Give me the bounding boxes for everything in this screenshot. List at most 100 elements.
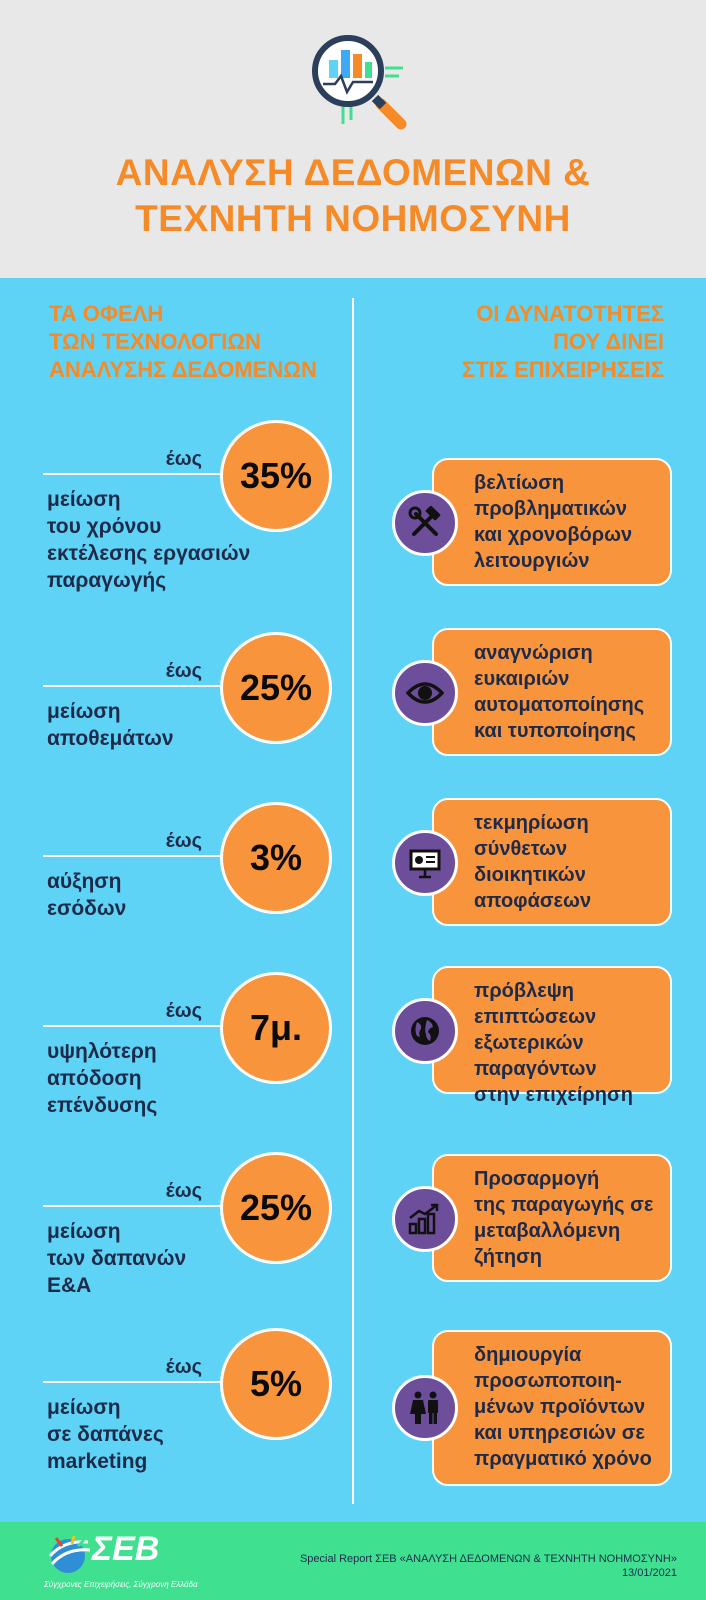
benefit-description: αύξηση εσόδων [47,868,297,922]
report-reference: Special Report ΣΕΒ «ΑΝΑΛΥΣΗ ΔΕΔΟΜΕΝΩΝ & … [300,1552,677,1580]
desc-line: αποθεμάτων [47,727,174,750]
heading-line: ΤΑ ΟΦΕΛΗ [49,301,164,326]
benefit-description: μείωση σε δαπάνες marketing [47,1394,297,1475]
capability-line: στην επιχείρηση [474,1084,633,1106]
globe-icon [411,1017,439,1045]
capability-line: Προσαρμογή [474,1168,600,1190]
capability-line: διοικητικών [474,864,586,886]
capability-line: μένων προϊόντων [474,1396,646,1418]
icon-bubble [392,1375,458,1441]
benefit-value: 7μ. [220,972,332,1084]
capability-line: λειτουργιών [474,550,590,572]
capability-line: αποφάσεων [474,890,592,912]
capability-box: Προσαρμογή της παραγωγής σε μεταβαλλόμεν… [432,1154,672,1282]
desc-line: μείωση [47,488,121,511]
report-date: 13/01/2021 [621,1567,677,1579]
capability-item: πρόβλεψη επιπτώσεων εξωτερικών παραγόντω… [352,966,706,1106]
benefit-prefix: έως [165,1000,202,1022]
capability-line: μεταβαλλόμενη [474,1220,621,1242]
benefit-item: έως 25% μείωση αποθεμάτων [0,630,352,780]
desc-line: υψηλότερη [47,1040,157,1063]
capability-item: τεκμηρίωση σύνθετων διοικητικών αποφάσεω… [352,798,706,928]
connector-line [43,1025,283,1027]
benefit-item: έως 25% μείωση των δαπανών Ε&Α [0,1150,352,1300]
benefit-value: 25% [220,632,332,744]
center-divider [352,298,354,1504]
icon-bubble [392,998,458,1064]
growth-chart-icon [408,1203,439,1235]
benefit-prefix: έως [165,660,202,682]
report-title: Special Report ΣΕΒ «ΑΝΑΛΥΣΗ ΔΕΔΟΜΕΝΩΝ & … [299,1553,677,1565]
capability-line: τεκμηρίωση [474,812,589,834]
tools-icon [408,506,441,536]
capability-line: παραγόντων [474,1058,597,1080]
title-line: ΑΝΑΛΥΣΗ ΔΕΔΟΜΕΝΩΝ & [115,152,591,193]
capability-item: δημιουργία προσωποποιη- μένων προϊόντων … [352,1330,706,1486]
connector-line [43,1381,283,1383]
desc-line: μείωση [47,1396,121,1419]
heading-line: ΠΟΥ ΔΙΝΕΙ [553,329,664,354]
capability-text: πρόβλεψη επιπτώσεων εξωτερικών παραγόντω… [474,978,674,1108]
benefit-description: μείωση αποθεμάτων [47,698,297,752]
desc-line: παραγωγής [47,569,167,592]
presentation-board-icon [409,849,441,879]
capability-line: ευκαιριών [474,668,570,690]
benefit-item: έως 3% αύξηση εσόδων [0,800,352,950]
connector-line [43,685,283,687]
desc-line: marketing [47,1450,148,1473]
capability-text: βελτίωση προβληματικών και χρονοβόρων λε… [474,470,674,574]
benefit-item: έως 35% μείωση του χρόνου εκτέλεσης εργα… [0,418,352,592]
benefits-heading: ΤΑ ΟΦΕΛΗ ΤΩΝ ΤΕΧΝΟΛΟΓΙΩΝ ΑΝΑΛΥΣΗΣ ΔΕΔΟΜΕ… [49,300,317,384]
icon-bubble [392,1186,458,1252]
capability-line: και υπηρεσιών σε [474,1422,645,1444]
capability-line: πραγματικό χρόνο [474,1448,652,1470]
heading-line: ΑΝΑΛΥΣΗΣ ΔΕΔΟΜΕΝΩΝ [49,357,317,382]
title-line: ΤΕΧΝΗΤΗ ΝΟΗΜΟΣΥΝΗ [135,198,571,239]
benefit-value: 3% [220,802,332,914]
benefit-description: υψηλότερη απόδοση επένδυσης [47,1038,297,1119]
desc-line: εκτέλεσης εργασιών [47,542,251,565]
desc-line: του χρόνου [47,515,162,538]
capability-text: δημιουργία προσωποποιη- μένων προϊόντων … [474,1342,674,1472]
capability-line: και χρονοβόρων [474,524,633,546]
connector-line [43,473,283,475]
capability-item: Προσαρμογή της παραγωγής σε μεταβαλλόμεν… [352,1154,706,1284]
benefit-value: 25% [220,1152,332,1264]
benefit-description: μείωση των δαπανών Ε&Α [47,1218,297,1299]
icon-bubble [392,830,458,896]
heading-line: ΤΩΝ ΤΕΧΝΟΛΟΓΙΩΝ [49,329,261,354]
benefit-prefix: έως [165,448,202,470]
benefit-prefix: έως [165,1180,202,1202]
heading-line: ΣΤΙΣ ΕΠΙΧΕΙΡΗΣΕΙΣ [462,357,664,382]
capability-box: αναγνώριση ευκαιριών αυτοματοποίησης και… [432,628,672,756]
connector-line [43,1205,283,1207]
desc-line: των δαπανών [47,1247,187,1270]
desc-line: Ε&Α [47,1274,92,1297]
capability-line: εξωτερικών [474,1032,584,1054]
seb-logo-icon [48,1535,91,1573]
desc-line: επένδυσης [47,1094,158,1117]
icon-bubble [392,490,458,556]
capability-line: και τυποποίησης [474,720,636,742]
capabilities-heading: ΟΙ ΔΥΝΑΤΟΤΗΤΕΣ ΠΟΥ ΔΙΝΕΙ ΣΤΙΣ ΕΠΙΧΕΙΡΗΣΕ… [462,300,664,384]
capability-line: βελτίωση [474,472,565,494]
desc-line: μείωση [47,700,121,723]
seb-tagline: Σύγχρονες Επιχειρήσεις, Σύγχρονη Ελλάδα [44,1580,198,1589]
capability-box: δημιουργία προσωποποιη- μένων προϊόντων … [432,1330,672,1486]
capability-text: τεκμηρίωση σύνθετων διοικητικών αποφάσεω… [474,810,674,914]
capability-item: βελτίωση προβληματικών και χρονοβόρων λε… [352,458,706,588]
desc-line: σε δαπάνες [47,1423,164,1446]
capability-line: επιπτώσεων [474,1006,597,1028]
capability-line: της παραγωγής σε [474,1194,654,1216]
capability-box: τεκμηρίωση σύνθετων διοικητικών αποφάσεω… [432,798,672,926]
people-icon [410,1391,438,1424]
desc-line: αύξηση [47,870,122,893]
capability-item: αναγνώριση ευκαιριών αυτοματοποίησης και… [352,628,706,758]
capability-box: βελτίωση προβληματικών και χρονοβόρων λε… [432,458,672,586]
footer: ΣΕΒ Σύγχρονες Επιχειρήσεις, Σύγχρονη Ελλ… [0,1522,706,1600]
magnifier-chart-icon [312,35,407,130]
capability-line: δημιουργία [474,1344,582,1366]
benefit-prefix: έως [165,830,202,852]
desc-line: απόδοση [47,1067,142,1090]
benefit-value: 5% [220,1328,332,1440]
